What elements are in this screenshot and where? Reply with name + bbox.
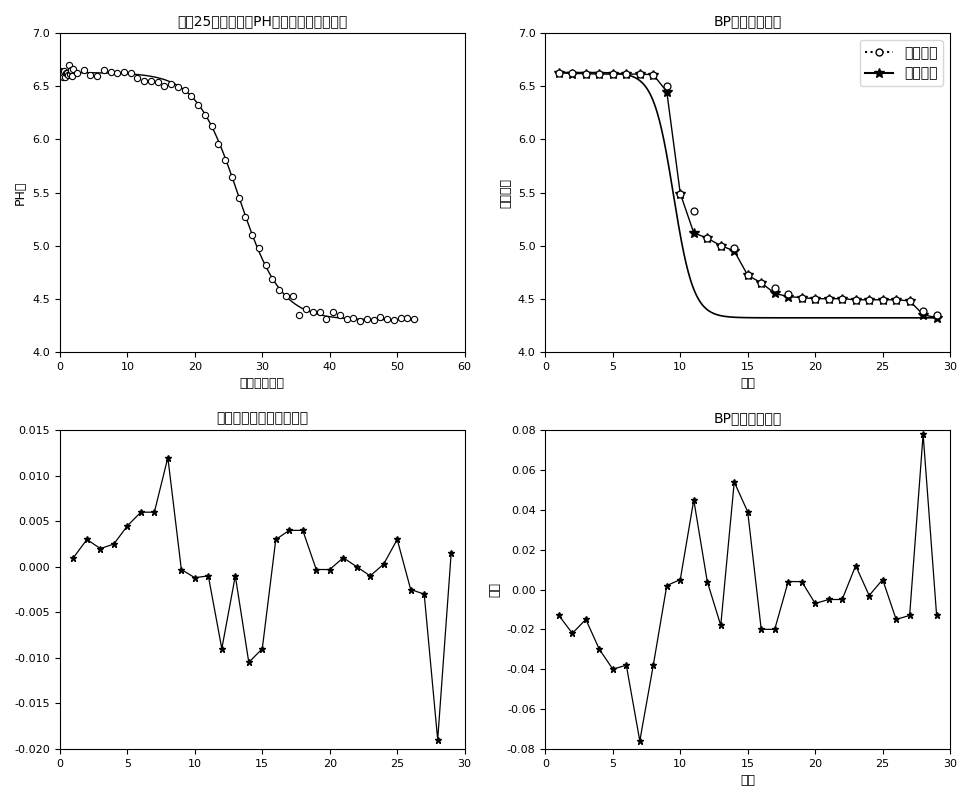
Title: 神经网络预测误差百分比: 神经网络预测误差百分比 bbox=[217, 411, 309, 425]
X-axis label: 样本: 样本 bbox=[740, 377, 755, 390]
Legend: 预测输出, 期望输出: 预测输出, 期望输出 bbox=[859, 40, 943, 87]
Title: 恒温25度下，牛奶PH值与时间变化规律图: 恒温25度下，牛奶PH值与时间变化规律图 bbox=[177, 14, 348, 28]
X-axis label: 时间（小时）: 时间（小时） bbox=[240, 377, 285, 390]
Title: BP网络预测误差: BP网络预测误差 bbox=[714, 411, 782, 425]
Title: BP网络预测输出: BP网络预测输出 bbox=[714, 14, 782, 28]
Y-axis label: PH值: PH值 bbox=[14, 180, 27, 205]
X-axis label: 样本: 样本 bbox=[740, 774, 755, 787]
Y-axis label: 函数输出: 函数输出 bbox=[499, 178, 513, 207]
Y-axis label: 误差: 误差 bbox=[488, 582, 501, 597]
